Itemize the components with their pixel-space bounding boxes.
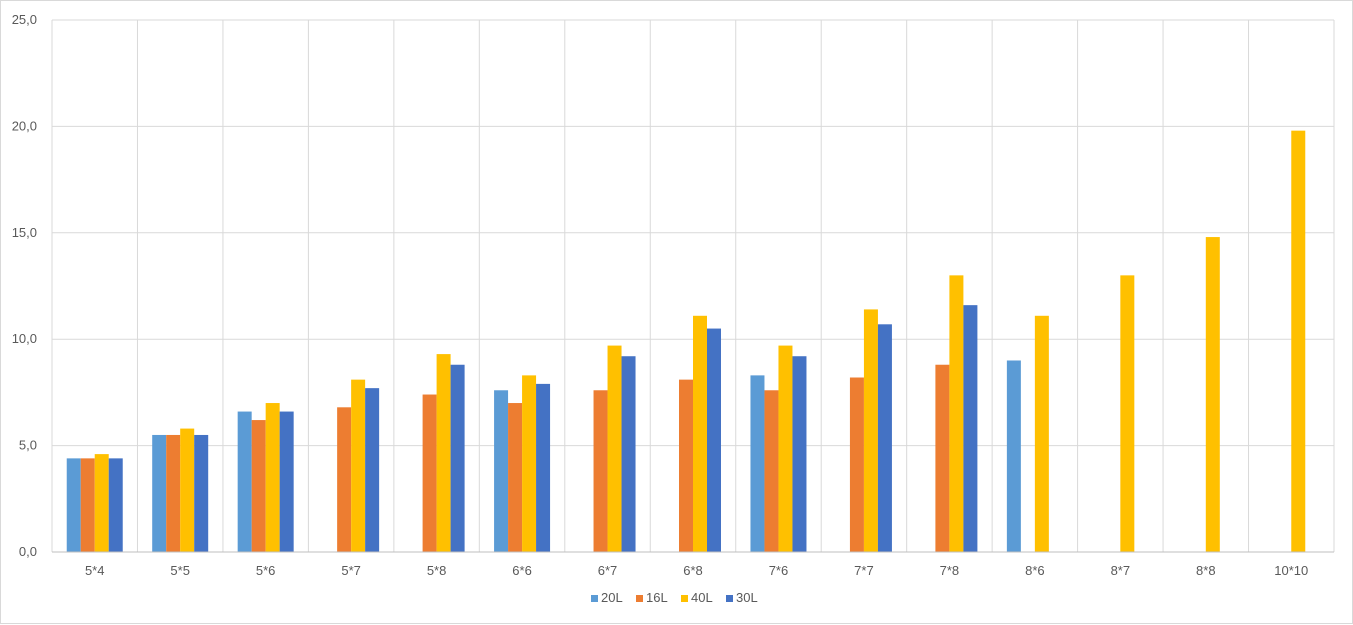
bar-40L-7*6 <box>778 345 793 552</box>
bar-30L-6*6 <box>536 383 551 552</box>
x-tick-label: 5*8 <box>427 563 447 578</box>
x-tick-label: 5*5 <box>170 563 190 578</box>
axes: 0,0 5,0 10,0 15,0 20,0 25,0 5*4 5*5 5*6 5*7 5*8 6*6… <box>12 12 1334 578</box>
bar-30L-7*8 <box>963 305 978 552</box>
bar-16L-7*8 <box>935 364 950 552</box>
bar-30L-7*6 <box>792 356 807 552</box>
bar-16L-7*6 <box>764 390 779 552</box>
bar-20L-6*6 <box>494 390 509 552</box>
legend-swatch-40L <box>681 595 688 602</box>
y-tick-label: 0,0 <box>19 544 37 559</box>
legend: 20L 16L 40L 30L <box>591 590 758 605</box>
bar-16L-5*4 <box>80 458 95 552</box>
bar-16L-5*6 <box>251 420 266 552</box>
y-tick-label: 25,0 <box>12 12 37 27</box>
x-tick-label: 7*7 <box>854 563 874 578</box>
y-tick-label: 15,0 <box>12 225 37 240</box>
x-tick-label: 5*4 <box>85 563 105 578</box>
bar-40L-5*7 <box>351 379 366 552</box>
bar-30L-7*7 <box>877 324 892 552</box>
bar-16L-5*5 <box>166 434 181 552</box>
x-tick-label: 5*6 <box>256 563 276 578</box>
bar-20L-5*4 <box>66 458 81 552</box>
bar-40L-7*8 <box>949 275 964 552</box>
bar-16L-5*7 <box>337 407 352 552</box>
bar-16L-6*7 <box>593 390 608 552</box>
bar-40L-5*6 <box>265 403 280 552</box>
x-tick-label: 8*7 <box>1111 563 1131 578</box>
y-tick-label: 5,0 <box>19 438 37 453</box>
x-tick-label: 6*6 <box>512 563 532 578</box>
legend-swatch-30L <box>726 595 733 602</box>
x-tick-label: 8*6 <box>1025 563 1045 578</box>
gridlines <box>51 19 1335 553</box>
bar-40L-8*7 <box>1120 275 1135 552</box>
bar-16L-5*8 <box>422 394 437 552</box>
bar-40L-6*8 <box>693 315 707 552</box>
bar-16L-6*8 <box>679 379 693 552</box>
legend-label-40L: 40L <box>691 590 713 605</box>
y-tick-label: 20,0 <box>12 118 37 133</box>
bar-40L-10*10 <box>1291 130 1306 552</box>
x-tick-label: 7*6 <box>769 563 789 578</box>
bar-40L-6*7 <box>607 345 622 552</box>
bar-20L-5*5 <box>152 434 167 552</box>
bar-16L-7*7 <box>849 377 864 552</box>
x-tick-label: 10*10 <box>1274 563 1308 578</box>
bars <box>66 130 1306 552</box>
bar-40L-5*5 <box>180 428 195 552</box>
legend-swatch-20L <box>591 595 598 602</box>
bar-40L-5*4 <box>94 454 109 552</box>
legend-label-30L: 30L <box>736 590 758 605</box>
bar-20L-7*6 <box>750 375 765 552</box>
bar-40L-6*6 <box>522 375 537 552</box>
bar-40L-7*7 <box>863 309 878 552</box>
bar-20L-5*6 <box>237 411 252 552</box>
legend-label-16L: 16L <box>646 590 668 605</box>
bar-30L-5*6 <box>279 411 294 552</box>
legend-label-20L: 20L <box>601 590 623 605</box>
x-tick-label: 6*8 <box>683 563 703 578</box>
x-tick-label: 5*7 <box>341 563 361 578</box>
y-tick-label: 10,0 <box>12 331 37 346</box>
bar-30L-5*7 <box>365 388 380 552</box>
bar-40L-5*8 <box>436 354 451 552</box>
bar-40L-8*6 <box>1034 315 1049 552</box>
x-tick-label: 7*8 <box>940 563 960 578</box>
legend-swatch-16L <box>636 595 643 602</box>
bar-30L-6*8 <box>707 328 721 552</box>
bar-30L-6*7 <box>621 356 636 552</box>
x-tick-label: 8*8 <box>1196 563 1216 578</box>
bar-30L-5*8 <box>450 364 465 552</box>
x-tick-label: 6*7 <box>598 563 618 578</box>
bar-30L-5*5 <box>194 434 209 552</box>
bar-20L-8*6 <box>1006 360 1021 552</box>
bar-16L-6*6 <box>508 403 523 552</box>
bar-30L-5*4 <box>108 458 123 552</box>
bar-40L-8*8 <box>1205 237 1220 552</box>
